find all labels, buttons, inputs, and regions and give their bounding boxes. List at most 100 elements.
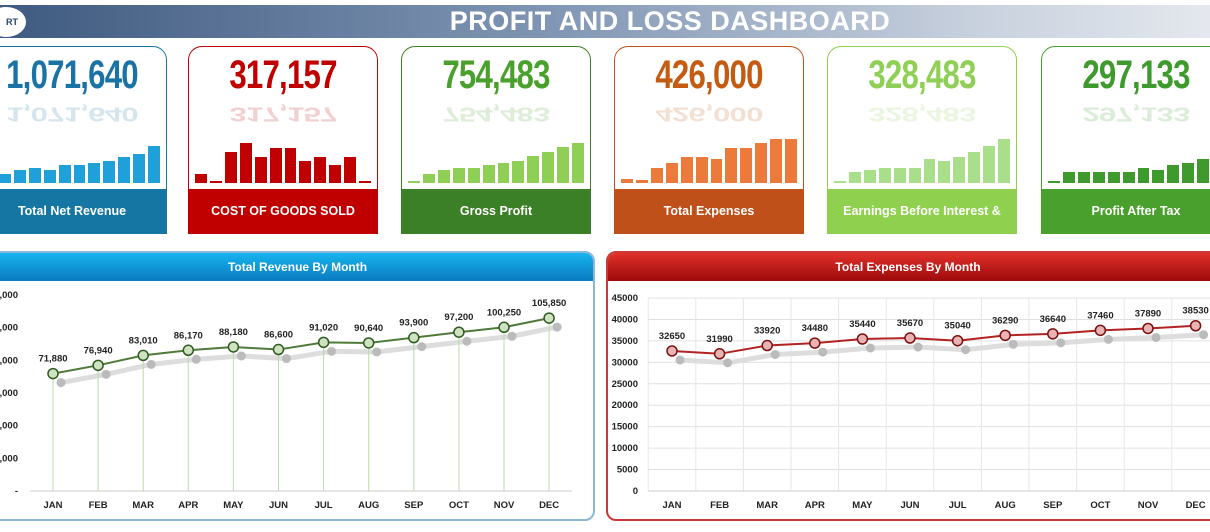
- kpi-value: 328,483: [868, 53, 976, 97]
- spark-bar: [1048, 181, 1060, 183]
- spark-bar: [344, 156, 357, 183]
- kpi-label: Total Expenses: [615, 189, 803, 233]
- spark-bar: [329, 165, 342, 183]
- spark-bar: [284, 147, 297, 183]
- spark-bar: [88, 163, 101, 183]
- spark-bar: [43, 169, 56, 183]
- spark-bar: [1077, 172, 1090, 183]
- kpi-value-reflection: 297,133: [1082, 102, 1190, 125]
- kpi-value: 754,483: [442, 53, 550, 97]
- spark-bar: [1092, 172, 1105, 183]
- spark-bar: [665, 163, 678, 183]
- spark-bar: [299, 161, 312, 183]
- spark-bar: [482, 165, 495, 183]
- spark-bar: [118, 156, 131, 183]
- kpi-sparkbars: [408, 139, 585, 183]
- spark-bar: [1197, 158, 1210, 183]
- spark-bar: [557, 146, 570, 183]
- spark-bar: [195, 174, 207, 183]
- spark-bar: [755, 143, 768, 183]
- spark-bar: [437, 169, 450, 183]
- kpi-label: Profit After Tax: [1042, 189, 1210, 233]
- revenue-chart-title: Total Revenue By Month: [0, 253, 593, 281]
- spark-bar: [1107, 172, 1120, 183]
- spark-bar: [224, 152, 237, 183]
- spark-bar: [254, 156, 267, 183]
- spark-bar: [422, 174, 435, 183]
- kpi-sparkbars: [1048, 139, 1210, 183]
- spark-bar: [680, 156, 693, 183]
- spark-bar: [1137, 167, 1150, 183]
- kpi-card-1: 317,157 317,157 COST OF GOODS SOLD: [188, 46, 378, 234]
- spark-bar: [725, 147, 738, 183]
- spark-bar: [239, 143, 252, 183]
- spark-bar: [621, 178, 633, 183]
- spark-bar: [953, 156, 966, 183]
- kpi-value: 1,071,640: [6, 53, 139, 97]
- spark-bar: [452, 167, 465, 183]
- spark-bar: [710, 158, 723, 183]
- spark-bar: [497, 163, 510, 183]
- spark-bar: [923, 158, 936, 183]
- spark-bar: [103, 161, 116, 183]
- kpi-value-reflection: 1,071,640: [6, 102, 138, 125]
- kpi-value: 317,157: [229, 53, 337, 97]
- spark-bar: [58, 165, 71, 183]
- company-logo: RT: [0, 7, 26, 37]
- kpi-label: Earnings Before Interest &: [828, 189, 1016, 233]
- spark-bar: [209, 181, 222, 183]
- kpi-value: 297,133: [1082, 53, 1190, 97]
- kpi-value: 426,000: [655, 53, 763, 97]
- spark-bar: [133, 154, 146, 183]
- spark-bar: [770, 139, 783, 183]
- spark-bar: [148, 145, 161, 183]
- revenue-chart-panel: Total Revenue By Month: [0, 251, 595, 521]
- spark-bar: [13, 169, 26, 183]
- spark-bar: [28, 167, 41, 183]
- kpi-card-4: 328,483 328,483 Earnings Before Interest…: [827, 46, 1017, 234]
- spark-bar: [359, 180, 372, 183]
- spark-bar: [314, 156, 327, 183]
- spark-bar: [527, 155, 540, 183]
- spark-bar: [938, 161, 951, 183]
- spark-bar: [408, 181, 420, 183]
- spark-bar: [785, 139, 798, 183]
- spark-bar: [1122, 172, 1135, 183]
- kpi-label: Total Net Revenue: [0, 189, 166, 233]
- expenses-chart-panel: Total Expenses By Month: [606, 251, 1210, 521]
- kpi-sparkbars: [621, 139, 798, 183]
- spark-bar: [968, 152, 981, 183]
- spark-bar: [1062, 172, 1075, 183]
- expenses-chart-title: Total Expenses By Month: [608, 253, 1210, 281]
- kpi-card-2: 754,483 754,483 Gross Profit: [401, 46, 591, 234]
- spark-bar: [73, 165, 86, 183]
- spark-bar: [983, 145, 996, 183]
- kpi-label: COST OF GOODS SOLD: [189, 189, 377, 233]
- spark-bar: [878, 167, 891, 183]
- kpi-value-reflection: 754,483: [442, 102, 550, 125]
- kpi-value-reflection: 317,157: [229, 102, 337, 125]
- spark-bar: [848, 172, 861, 183]
- kpi-sparkbars: [0, 139, 161, 183]
- spark-bar: [908, 167, 921, 183]
- spark-bar: [635, 180, 648, 183]
- kpi-sparkbars: [195, 139, 372, 183]
- spark-bar: [512, 161, 525, 183]
- kpi-value-reflection: 328,483: [868, 102, 976, 125]
- spark-bar: [650, 167, 663, 183]
- spark-bar: [1152, 169, 1165, 183]
- spark-bar: [0, 174, 11, 183]
- spark-bar: [1182, 163, 1195, 183]
- kpi-card-5: 297,133 297,133 Profit After Tax: [1041, 46, 1210, 234]
- spark-bar: [998, 139, 1011, 183]
- page-title: PROFIT AND LOSS DASHBOARD: [449, 6, 891, 36]
- spark-bar: [834, 181, 846, 183]
- spark-bar: [542, 152, 555, 183]
- kpi-value-reflection: 426,000: [655, 102, 763, 125]
- spark-bar: [1167, 165, 1180, 183]
- kpi-card-3: 426,000 426,000 Total Expenses: [614, 46, 804, 234]
- kpi-sparkbars: [834, 139, 1011, 183]
- spark-bar: [863, 169, 876, 183]
- kpi-card-0: 1,071,640 1,071,640 Total Net Revenue: [0, 46, 167, 234]
- spark-bar: [269, 147, 282, 183]
